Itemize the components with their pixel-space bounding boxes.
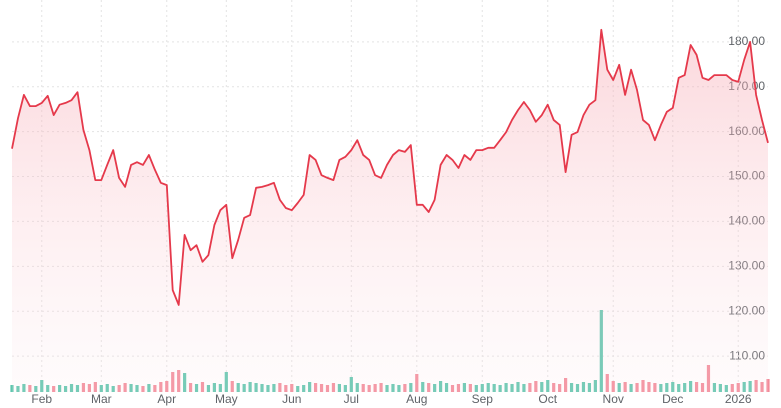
x-tick-label: Dec <box>662 392 683 406</box>
x-tick-label: Mar <box>91 392 112 406</box>
price-area <box>12 29 768 393</box>
x-tick-label: Nov <box>603 392 624 406</box>
y-tick-label: 180.00 <box>728 34 765 48</box>
x-tick-label: Jun <box>282 392 301 406</box>
y-tick-label: 190.00 <box>728 0 765 3</box>
x-tick-label: May <box>215 392 238 406</box>
x-tick-label: Oct <box>538 392 557 406</box>
x-tick-label: Sep <box>472 392 494 406</box>
x-tick-label: Jul <box>344 392 359 406</box>
x-tick-label: Apr <box>157 392 176 406</box>
x-tick-label: 2026 <box>725 392 752 406</box>
x-tick-label: Aug <box>406 392 427 406</box>
price-line <box>11 28 769 306</box>
x-tick-label: Feb <box>31 392 52 406</box>
